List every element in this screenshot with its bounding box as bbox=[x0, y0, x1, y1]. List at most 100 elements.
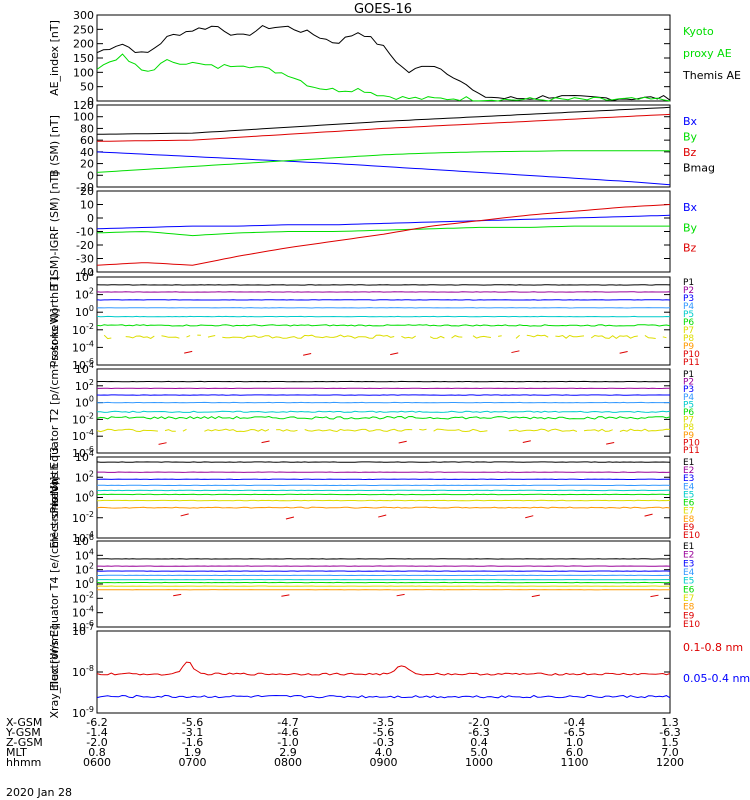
x-tick-label: -6.2 bbox=[86, 716, 107, 729]
legend-item: E8 bbox=[683, 603, 695, 613]
legend-item: E5 bbox=[683, 577, 694, 587]
x-tick-label: 1100 bbox=[561, 756, 589, 769]
x-tick-label: 2.9 bbox=[279, 746, 297, 759]
legend-item: P11 bbox=[683, 446, 700, 456]
x-tick-label: 0.4 bbox=[470, 736, 488, 749]
series-P5 bbox=[96, 410, 671, 414]
legend-item: E6 bbox=[683, 585, 695, 595]
series-segment bbox=[650, 594, 659, 598]
y-axis-label: AE_index [nT] bbox=[48, 20, 61, 96]
legend-item: P5 bbox=[683, 310, 694, 320]
series-segment bbox=[378, 514, 387, 518]
series-segment bbox=[522, 440, 531, 443]
x-axis-labels: X-GSM -6.2 -5.6 -4.7 -3.5 -2.0 -0.4 1.3 Y-GSM -1.… bbox=[5, 716, 684, 769]
y-tick-label: 102 bbox=[75, 378, 94, 393]
y-tick-label: 104 bbox=[75, 547, 94, 562]
panel-frame bbox=[96, 368, 671, 454]
panel-frame bbox=[96, 190, 671, 273]
legend-item: E2 bbox=[683, 466, 694, 476]
x-tick-label: -6.3 bbox=[468, 726, 489, 739]
y-tick-label: 250 bbox=[73, 23, 94, 36]
y-tick-label: 100 bbox=[75, 490, 94, 505]
series-segment bbox=[525, 515, 534, 519]
x-tick-label: -2.0 bbox=[86, 736, 107, 749]
series-0.1-0.8 nm bbox=[96, 661, 671, 676]
legend-item: P1 bbox=[683, 278, 694, 288]
y-tick-label: 10-2 bbox=[72, 411, 94, 426]
series-line bbox=[96, 106, 671, 135]
series-Themis AE bbox=[96, 25, 671, 102]
x-tick-label: -1.6 bbox=[182, 736, 203, 749]
x-tick-label: 0800 bbox=[274, 756, 302, 769]
x-row-label: Y-GSM bbox=[5, 726, 41, 739]
series-segment bbox=[531, 594, 540, 598]
series-E9 bbox=[173, 593, 659, 598]
y-tick-label: 60 bbox=[80, 134, 94, 147]
y-tick-label: 102 bbox=[75, 469, 94, 484]
y-tick-label: 20 bbox=[80, 185, 94, 198]
panel-frame bbox=[96, 630, 671, 714]
legend-item: E2 bbox=[683, 551, 694, 561]
x-row-label: Z-GSM bbox=[6, 736, 43, 749]
y-tick-label: 100 bbox=[75, 304, 94, 319]
series-P10 bbox=[158, 440, 615, 445]
x-tick-label: -4.7 bbox=[277, 716, 298, 729]
series-segment bbox=[261, 440, 270, 444]
legend-item: P4 bbox=[683, 393, 694, 403]
panel-frame bbox=[96, 540, 671, 628]
date-label: 2020 Jan 28 bbox=[6, 786, 72, 799]
x-tick-label: -1.4 bbox=[86, 726, 107, 739]
legend-item: P2 bbox=[683, 378, 694, 388]
y-tick-label: -20 bbox=[76, 239, 94, 252]
y-tick-label: 10-4 bbox=[72, 428, 94, 443]
legend-item: Kyoto bbox=[683, 25, 714, 38]
y-tick-label: 10-4 bbox=[72, 530, 94, 545]
legend-item: E3 bbox=[683, 559, 694, 569]
x-tick-label: -5.6 bbox=[373, 726, 394, 739]
x-row-label: hhmm bbox=[6, 756, 41, 769]
x-tick-label: -1.0 bbox=[277, 736, 298, 749]
y-tick-label: 102 bbox=[75, 287, 94, 302]
y-tick-label: 0 bbox=[87, 95, 94, 108]
series-E9 bbox=[180, 513, 653, 520]
legend-item: P11 bbox=[683, 358, 700, 368]
y-tick-label: 10-7 bbox=[72, 623, 94, 638]
series-segment bbox=[644, 513, 653, 517]
series-P7 bbox=[103, 334, 667, 340]
series-line bbox=[96, 661, 671, 676]
y-tick-label: 100 bbox=[73, 66, 94, 79]
y-tick-label: 100 bbox=[73, 111, 94, 124]
y-tick-label: 102 bbox=[75, 562, 94, 577]
series-P6 bbox=[96, 415, 671, 420]
panel-frame bbox=[96, 104, 671, 188]
y-tick-label: 10-4 bbox=[72, 339, 94, 354]
x-row-label: MLT bbox=[6, 746, 27, 759]
panel-frame bbox=[96, 14, 671, 102]
y-axis-label: Xray_flux [W/m²] bbox=[48, 625, 61, 718]
y-tick-label: 10-6 bbox=[72, 619, 94, 634]
series-Bx bbox=[96, 214, 671, 230]
y-tick-label: 0 bbox=[87, 212, 94, 225]
legend: Bx By Bz Bmag bbox=[683, 115, 715, 175]
legend: 0.1-0.8 nm 0.05-0.4 nm bbox=[683, 641, 750, 685]
y-tick-label: 104 bbox=[75, 361, 94, 376]
legend-item: P10 bbox=[683, 350, 700, 360]
series-line bbox=[96, 506, 671, 509]
legend-item: Themis AE bbox=[682, 69, 741, 82]
legend: Bx By Bz bbox=[683, 201, 698, 255]
legend-item: Bz bbox=[683, 242, 697, 255]
y-tick-label: 100 bbox=[75, 395, 94, 410]
legend-item: P6 bbox=[683, 318, 694, 328]
y-tick-label: -20 bbox=[76, 181, 94, 194]
y-tick-label: 20 bbox=[80, 158, 94, 171]
x-tick-label: 7.0 bbox=[661, 746, 679, 759]
series-segment bbox=[398, 440, 407, 444]
x-tick-label: -2.0 bbox=[468, 716, 489, 729]
series-line bbox=[96, 25, 671, 102]
x-tick-label: -6.5 bbox=[564, 726, 585, 739]
